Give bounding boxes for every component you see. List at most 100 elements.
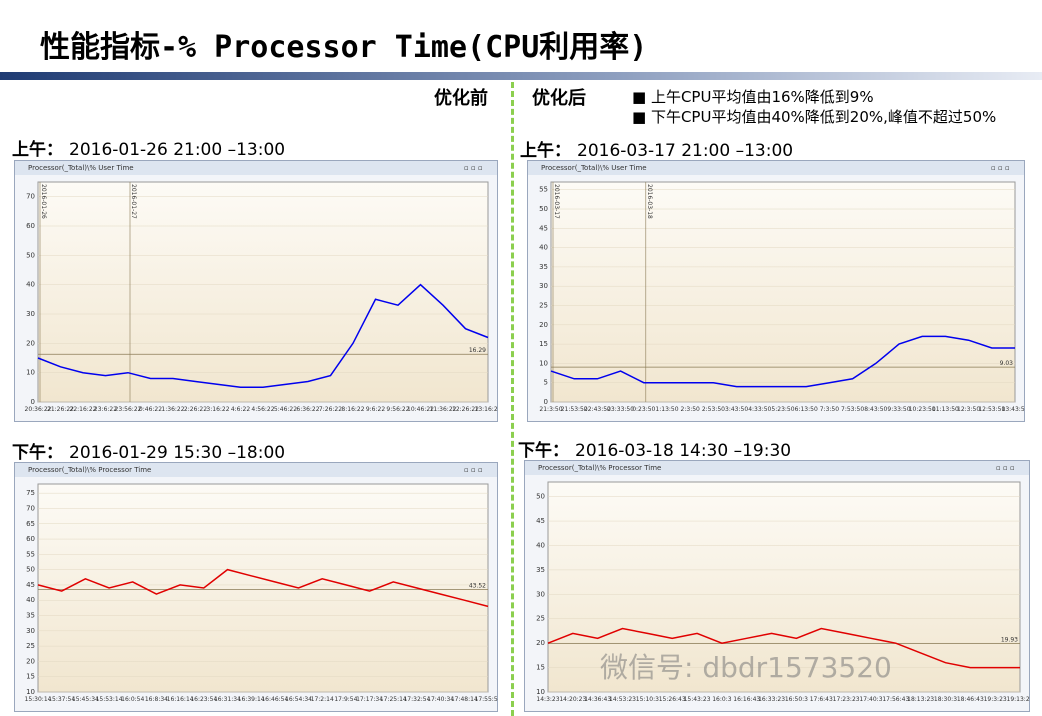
divider xyxy=(511,82,514,716)
x-tick-label: 16:23:54 xyxy=(190,696,217,703)
window-header xyxy=(528,161,1024,175)
y-tick-label: 50 xyxy=(539,205,548,213)
x-tick-label: 17:23:23 xyxy=(833,696,860,703)
y-tick-label: 30 xyxy=(26,310,35,318)
x-tick-label: 9:33:50 xyxy=(887,406,910,413)
y-tick-label: 70 xyxy=(26,504,35,512)
x-tick-label: 16:16:14 xyxy=(167,696,194,703)
y-tick-label: 30 xyxy=(536,590,545,598)
data-line xyxy=(550,335,1015,388)
y-tick-label: 40 xyxy=(26,281,35,289)
y-tick-label: 40 xyxy=(26,596,35,604)
x-tick-label: 7:3:50 xyxy=(820,406,839,413)
x-tick-label: 14:20:23 xyxy=(559,696,586,703)
slide-title: 性能指标-% Processor Time(CPU利用率) xyxy=(40,30,648,65)
x-tick-label: 14:53:23 xyxy=(609,696,636,703)
marker-label: 2016-03-18 xyxy=(646,184,653,219)
x-tick-label: 18:13:23 xyxy=(907,696,934,703)
y-tick-label: 0 xyxy=(31,398,35,406)
after-label: 优化后 xyxy=(532,88,586,109)
y-tick-label: 25 xyxy=(536,615,545,623)
x-tick-label: 14:36:43 xyxy=(584,696,611,703)
watermark: 微信号: dbdr1573520 xyxy=(600,651,892,684)
window-buttons: ▫ ▫ ▫ xyxy=(464,466,483,474)
x-tick-label: 12:26:22 xyxy=(452,406,479,413)
x-tick-label: 16:8:34 xyxy=(145,696,168,703)
marker-label: 2016-01-26 xyxy=(40,184,47,219)
reference-label: 9.03 xyxy=(1000,360,1014,367)
x-tick-label: 17:55:54 xyxy=(475,696,498,703)
chart-title: Processor(_Total)\% User Time xyxy=(28,164,134,172)
x-tick-label: 16:0:3 xyxy=(712,696,731,703)
x-tick-label: 15:43:23 xyxy=(684,696,711,703)
reference-label: 43.52 xyxy=(469,582,486,589)
chart-panel: Processor(_Total)\% Processor Time ▫ ▫ ▫ 1… xyxy=(14,462,498,712)
plot-area xyxy=(37,483,489,693)
y-tick-label: 10 xyxy=(26,688,35,696)
x-tick-label: 1:36:22 xyxy=(161,406,184,413)
section-label: 上午： 2016-01-26 21:00 –13:00 xyxy=(12,135,285,160)
x-tick-label: 4:56:22 xyxy=(251,406,274,413)
x-tick-label: 17:32:54 xyxy=(403,696,430,703)
x-tick-label: 16:46:54 xyxy=(261,696,288,703)
x-tick-label: 22:16:22 xyxy=(70,406,97,413)
x-tick-label: 2:26:22 xyxy=(184,406,207,413)
plot-area xyxy=(550,181,1016,403)
y-tick-label: 50 xyxy=(536,493,545,501)
x-tick-label: 17:48:14 xyxy=(451,696,478,703)
x-tick-label: 15:26:43 xyxy=(659,696,686,703)
data-line xyxy=(547,627,1020,669)
plot-area xyxy=(37,181,489,403)
y-tick-label: 25 xyxy=(539,302,548,310)
x-tick-label: 13:16:22 xyxy=(475,406,498,413)
x-tick-label: 15:45:34 xyxy=(72,696,99,703)
y-tick-label: 55 xyxy=(539,186,548,194)
bullet-text: 上午CPU平均值由16%降低到9% xyxy=(650,88,874,106)
y-tick-label: 50 xyxy=(26,566,35,574)
y-tick-label: 60 xyxy=(26,535,35,543)
window-header xyxy=(525,461,1029,475)
x-tick-label: 15:10:3 xyxy=(636,696,659,703)
x-tick-label: 16:50:3 xyxy=(785,696,808,703)
y-tick-label: 50 xyxy=(26,251,35,259)
x-tick-label: 11:36:22 xyxy=(430,406,457,413)
y-tick-label: 45 xyxy=(536,517,545,525)
x-tick-label: 17:17:34 xyxy=(356,696,383,703)
x-tick-label: 13:43:50 xyxy=(1002,406,1025,413)
period: 下午： xyxy=(518,441,569,461)
y-tick-label: 10 xyxy=(539,359,548,367)
x-tick-label: 17:56:43 xyxy=(882,696,909,703)
y-tick-label: 20 xyxy=(26,339,35,347)
y-tick-label: 15 xyxy=(539,340,548,348)
y-tick-label: 40 xyxy=(536,541,545,549)
x-tick-label: 8:16:22 xyxy=(341,406,364,413)
x-tick-label: 17:9:54 xyxy=(334,696,357,703)
x-tick-label: 18:30:3 xyxy=(934,696,957,703)
section-label: 下午： 2016-03-18 14:30 –19:30 xyxy=(518,436,791,461)
window-header xyxy=(15,463,497,477)
x-tick-label: 2:3:50 xyxy=(681,406,700,413)
x-tick-label: 3:16:22 xyxy=(206,406,229,413)
period: 下午： xyxy=(12,443,63,463)
x-tick-label: 21:3:50 xyxy=(539,406,562,413)
bullet: ■ 下午CPU平均值由40%降低到20%,峰值不超过50% xyxy=(632,108,997,126)
x-tick-label: 16:33:23 xyxy=(758,696,785,703)
x-tick-label: 17:40:3 xyxy=(859,696,882,703)
x-tick-label: 22:43:50 xyxy=(584,406,611,413)
y-tick-label: 0 xyxy=(544,398,548,406)
y-tick-label: 60 xyxy=(26,222,35,230)
x-tick-label: 12:53:50 xyxy=(978,406,1005,413)
x-tick-label: 17:2:14 xyxy=(311,696,334,703)
x-tick-label: 9:6:22 xyxy=(366,406,385,413)
x-tick-label: 17:25:14 xyxy=(380,696,407,703)
x-tick-label: 16:31:34 xyxy=(214,696,241,703)
y-tick-label: 10 xyxy=(26,369,35,377)
y-tick-label: 40 xyxy=(539,244,548,252)
x-tick-label: 12:3:50 xyxy=(957,406,980,413)
x-tick-label: 4:33:50 xyxy=(748,406,771,413)
x-tick-label: 14:3:23 xyxy=(536,696,559,703)
x-tick-label: 23:6:22 xyxy=(94,406,117,413)
range: 2016-03-17 21:00 –13:00 xyxy=(577,141,794,161)
y-tick-label: 10 xyxy=(536,688,545,696)
bullet: ■ 上午CPU平均值由16%降低到9% xyxy=(632,88,874,106)
